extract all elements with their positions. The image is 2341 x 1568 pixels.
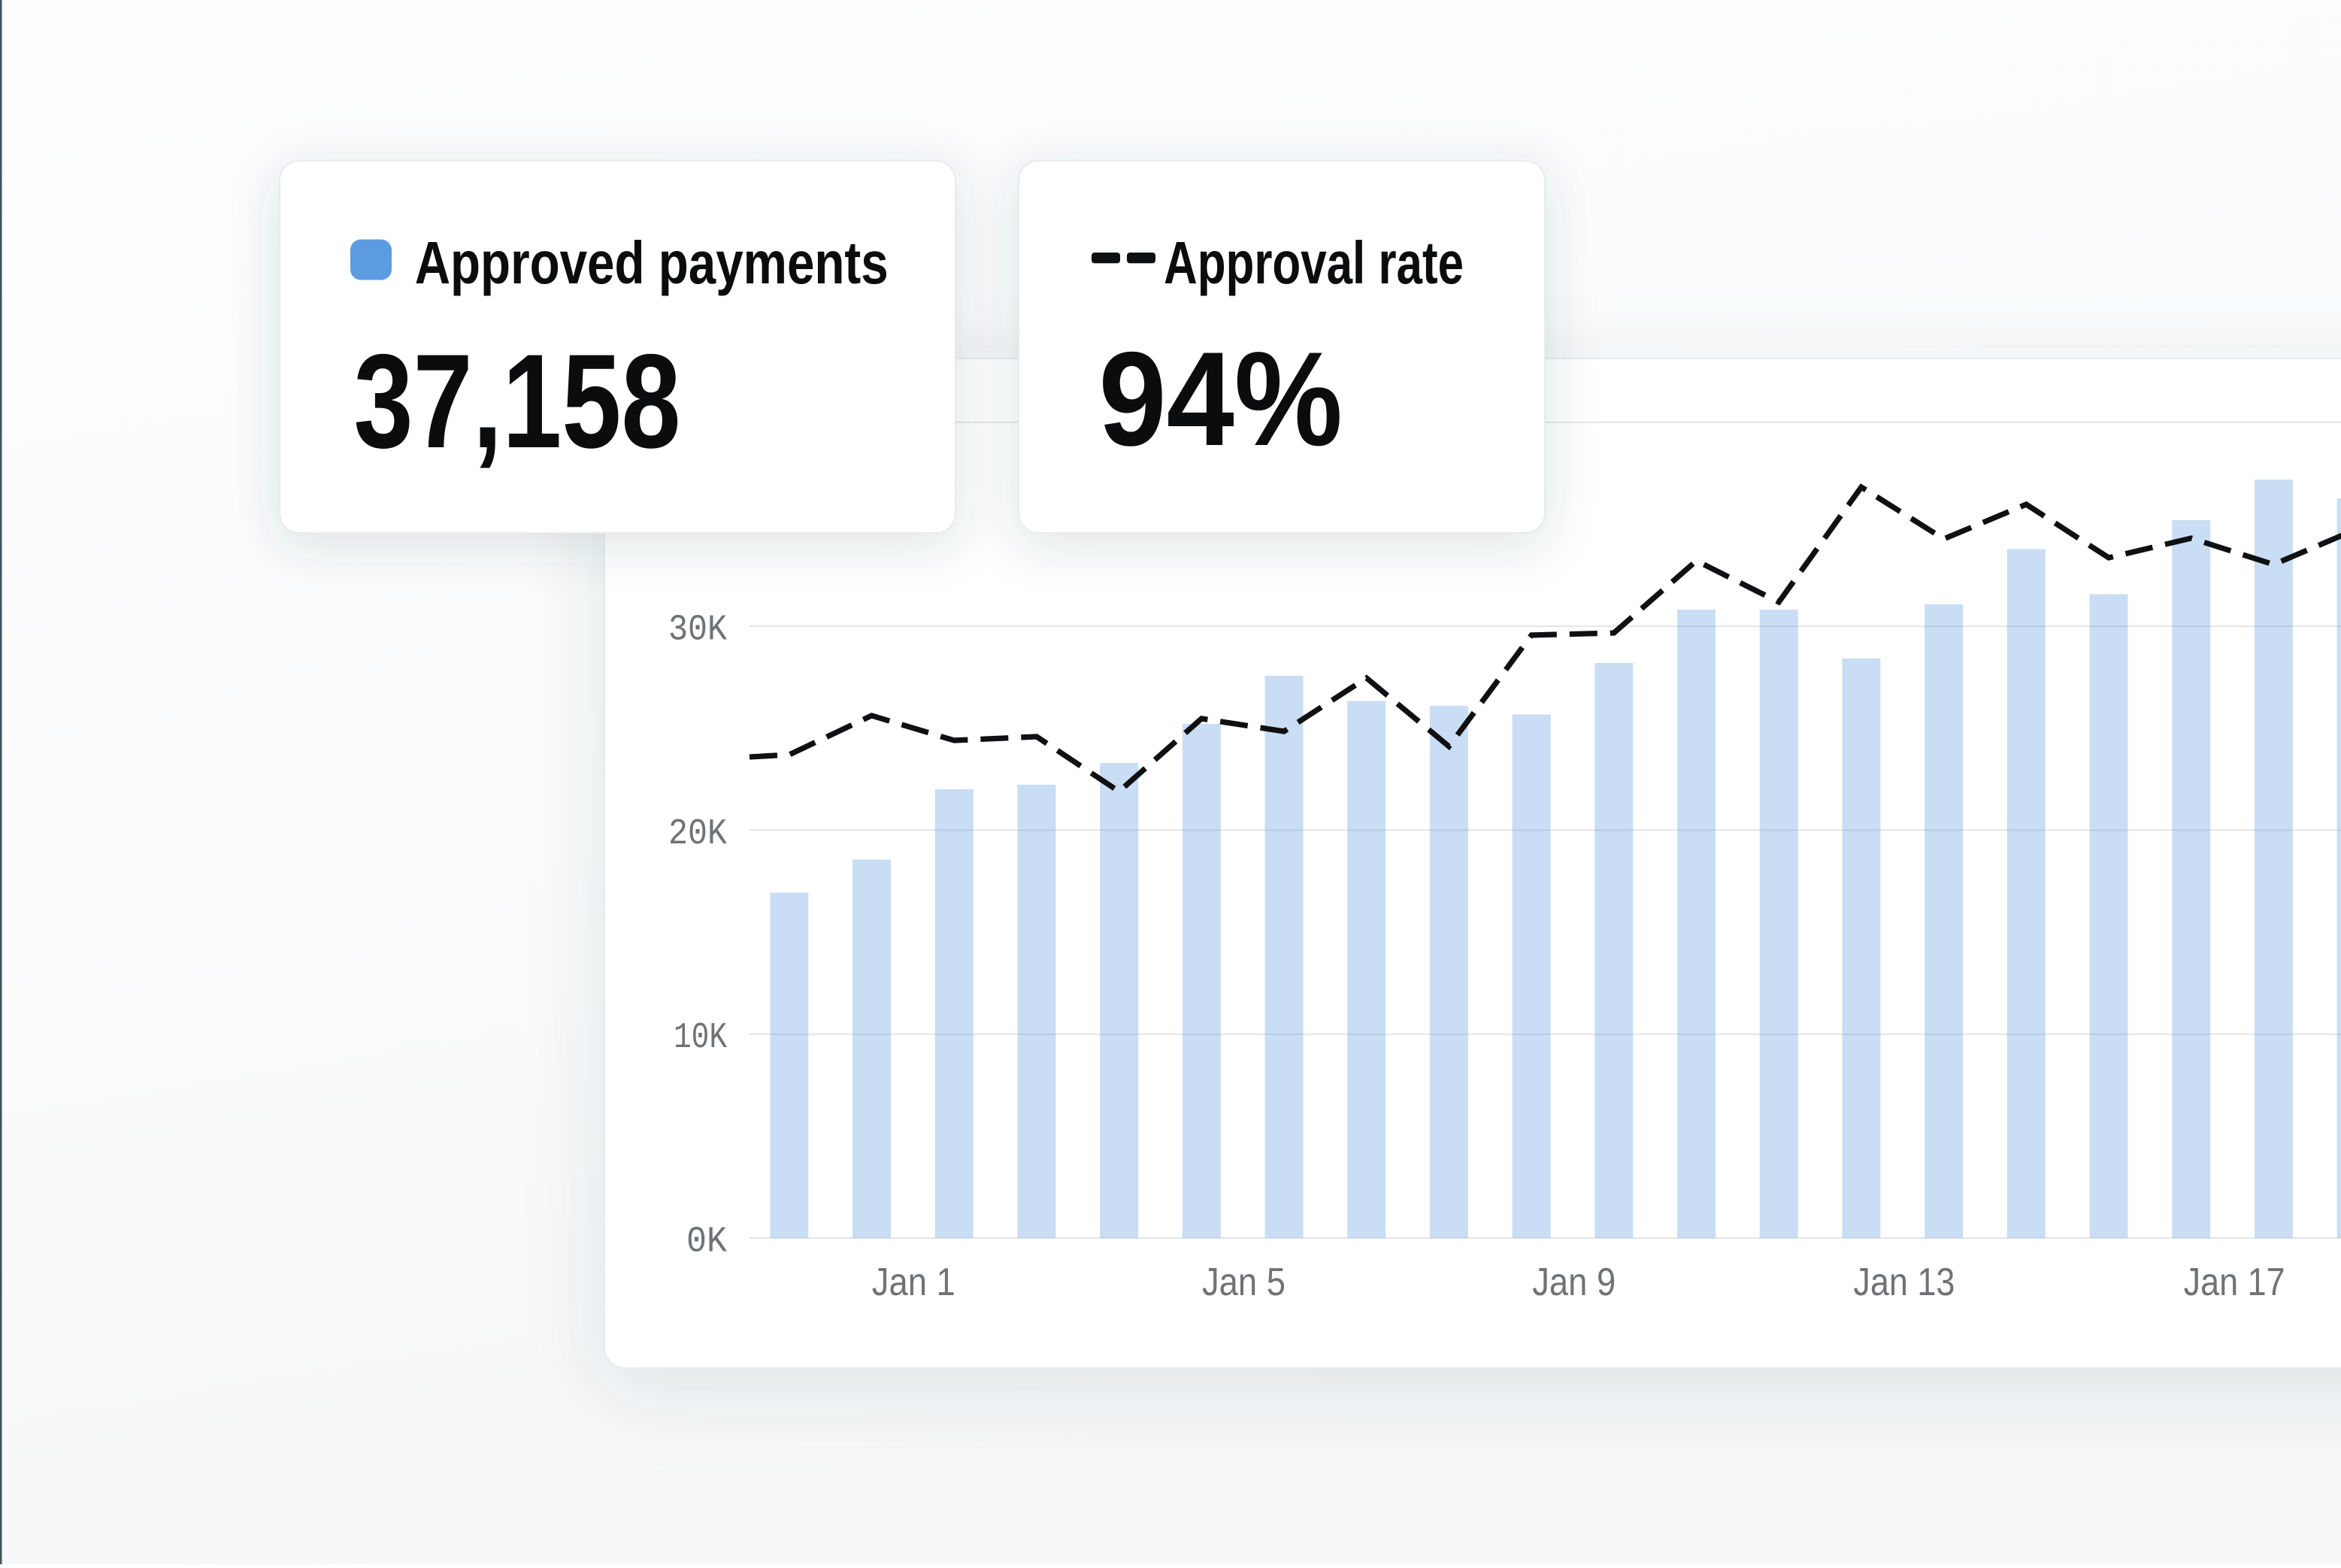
svg-text:37,158: 37,158 [354,326,681,476]
svg-text:10K: 10K [674,1018,727,1058]
svg-text:0K: 0K [686,1222,727,1263]
svg-text:Approved payments: Approved payments [415,229,889,296]
svg-text:20K: 20K [668,814,727,855]
svg-text:Jan 9: Jan 9 [1532,1261,1616,1304]
svg-text:Approval rate: Approval rate [1164,229,1464,296]
svg-text:Jan 5: Jan 5 [1202,1261,1286,1304]
svg-text:Jan 17: Jan 17 [2184,1261,2285,1304]
svg-text:Jan 13: Jan 13 [1853,1261,1955,1304]
svg-text:94%: 94% [1099,324,1343,474]
svg-text:Jan 1: Jan 1 [872,1261,955,1304]
svg-text:30K: 30K [668,610,727,651]
